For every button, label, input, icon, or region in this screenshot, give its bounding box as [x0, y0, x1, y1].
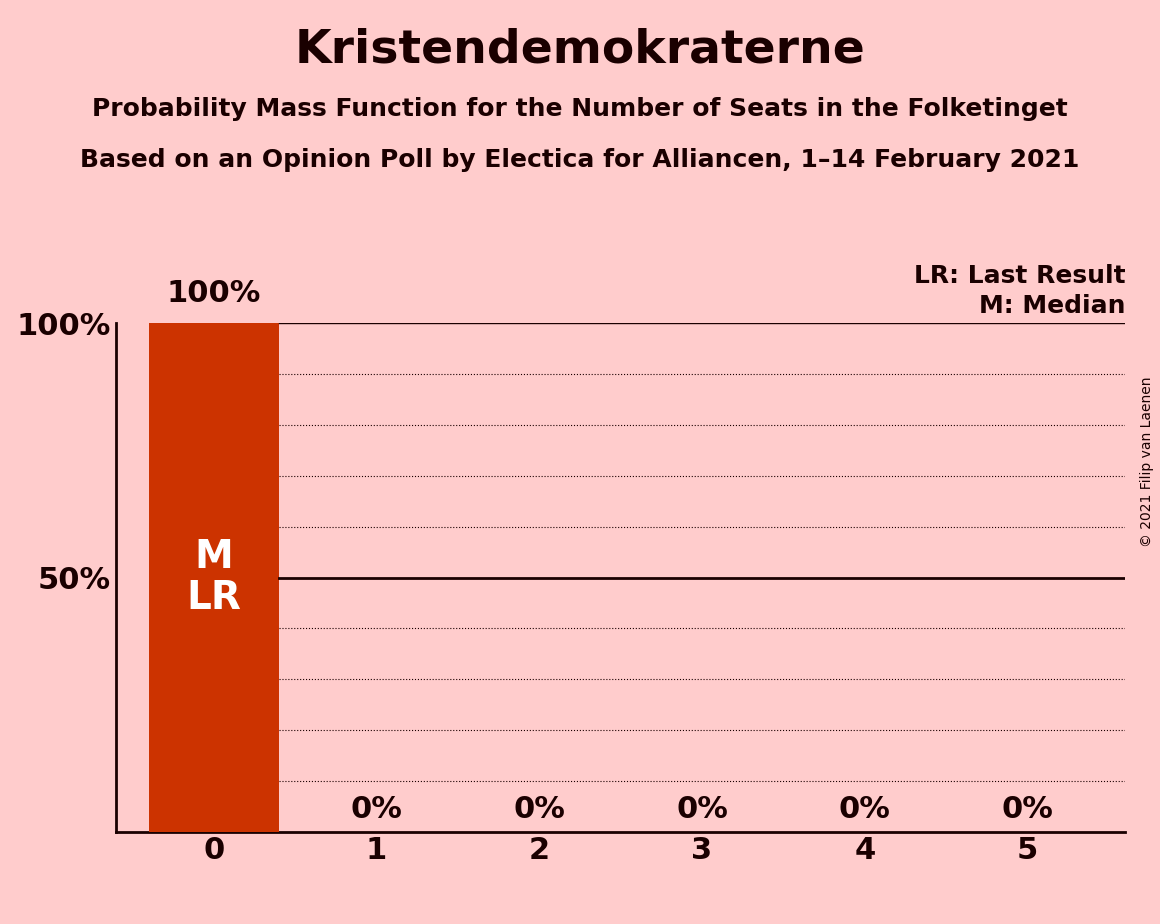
Text: LR: Last Result: LR: Last Result — [914, 264, 1125, 287]
Text: 0%: 0% — [676, 795, 728, 824]
Text: Based on an Opinion Poll by Electica for Alliancen, 1–14 February 2021: Based on an Opinion Poll by Electica for… — [80, 148, 1080, 172]
Text: 0%: 0% — [839, 795, 891, 824]
Text: M: Median: M: Median — [979, 295, 1125, 318]
Text: M: M — [194, 538, 233, 577]
Text: 0%: 0% — [513, 795, 565, 824]
Text: 0%: 0% — [1001, 795, 1053, 824]
Bar — [148, 323, 278, 832]
Text: 100%: 100% — [167, 279, 261, 309]
Text: © 2021 Filip van Laenen: © 2021 Filip van Laenen — [1140, 377, 1154, 547]
Text: 0%: 0% — [350, 795, 403, 824]
Text: Probability Mass Function for the Number of Seats in the Folketinget: Probability Mass Function for the Number… — [92, 97, 1068, 121]
Text: Kristendemokraterne: Kristendemokraterne — [295, 28, 865, 73]
Text: LR: LR — [187, 578, 241, 617]
